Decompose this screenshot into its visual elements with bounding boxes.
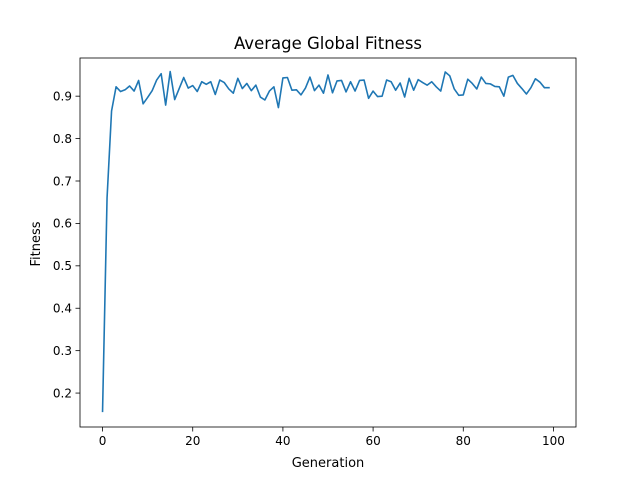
y-tick-label: 0.8: [53, 132, 72, 146]
y-tick-label: 0.2: [53, 386, 72, 400]
y-tick-label: 0.4: [53, 302, 72, 316]
y-tick-label: 0.6: [53, 217, 72, 231]
x-tick-label: 20: [185, 434, 200, 448]
y-tick-label: 0.7: [53, 174, 72, 188]
x-tick-label: 0: [99, 434, 107, 448]
x-tick-label: 60: [365, 434, 380, 448]
plot-area: 0 20 40 60 80 100 0.2 0.3 0.4 0.5 0.6 0.7 0.8 0.9: [53, 57, 577, 448]
x-tick-label: 80: [456, 434, 471, 448]
y-tick-label: 0.5: [53, 259, 72, 273]
x-tick-label: 100: [542, 434, 565, 448]
y-tick-label: 0.9: [53, 89, 72, 103]
x-axis-label: Generation: [292, 456, 365, 471]
y-axis-label: Fitness: [29, 221, 44, 266]
plot-frame: [79, 57, 577, 428]
series-line: [101, 70, 550, 413]
y-tick-label: 0.3: [53, 344, 72, 358]
x-tick-label: 40: [275, 434, 290, 448]
chart-title: Average Global Fitness: [234, 34, 422, 53]
